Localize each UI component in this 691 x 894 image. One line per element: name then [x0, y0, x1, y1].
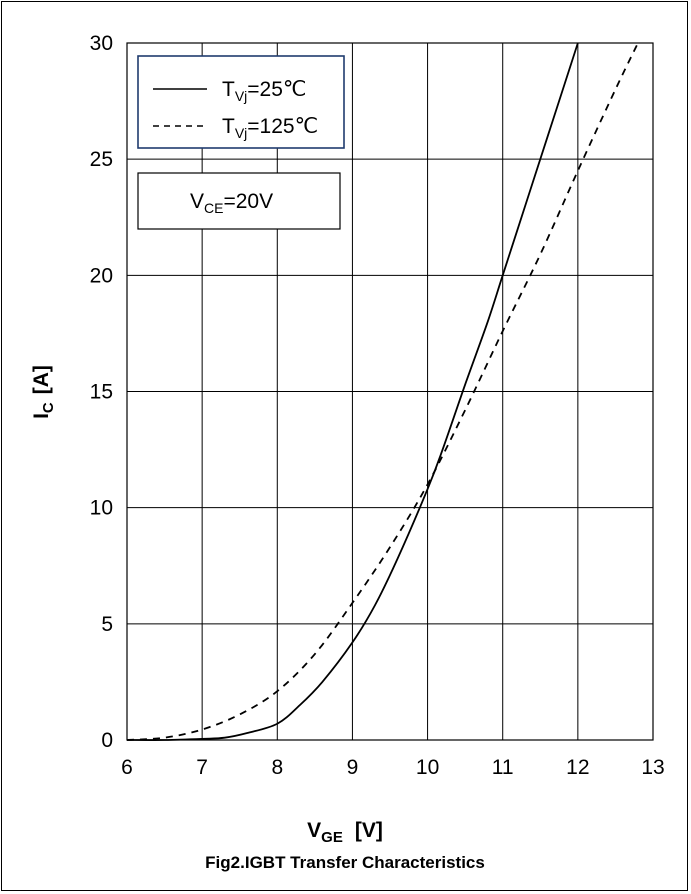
y-tick-label: 15 — [90, 381, 113, 404]
x-axis-title: VGE [V] — [307, 819, 383, 846]
series-line-125c — [126, 42, 639, 741]
y-tick-label: 25 — [90, 148, 113, 171]
y-tick-label: 0 — [101, 729, 113, 752]
x-tick-label: 11 — [492, 756, 514, 779]
x-tick-label: 6 — [121, 756, 133, 779]
tick-labels: 6 7 8 9 10 11 12 13 0 5 10 15 20 25 30 — [90, 32, 665, 779]
x-tick-label: 8 — [271, 756, 283, 779]
y-axis-title: IC[A] — [30, 365, 57, 419]
x-tick-label: 13 — [641, 756, 664, 779]
y-tick-label: 5 — [101, 613, 113, 636]
legend: TVj=25℃ TVj=125℃ — [137, 55, 345, 149]
y-tick-label: 30 — [90, 32, 113, 55]
annotation-text: VCE=20V — [190, 190, 273, 216]
x-tick-label: 12 — [566, 756, 589, 779]
legend-entry-125: TVj=125℃ — [222, 115, 318, 141]
y-tick-label: 20 — [90, 264, 113, 287]
legend-box — [137, 55, 345, 149]
annotation-box — [137, 172, 341, 230]
vce-annotation: VCE=20V — [137, 172, 341, 230]
series-line-25c — [126, 42, 579, 741]
figure-caption: Fig2.IGBT Transfer Characteristics — [205, 853, 485, 872]
x-tick-label: 7 — [196, 756, 208, 779]
y-tick-label: 10 — [90, 497, 113, 520]
x-tick-label: 10 — [416, 756, 439, 779]
legend-entry-25: TVj=25℃ — [222, 78, 307, 104]
plot-area — [126, 42, 654, 741]
series-lines — [126, 42, 639, 741]
x-tick-label: 9 — [347, 756, 359, 779]
